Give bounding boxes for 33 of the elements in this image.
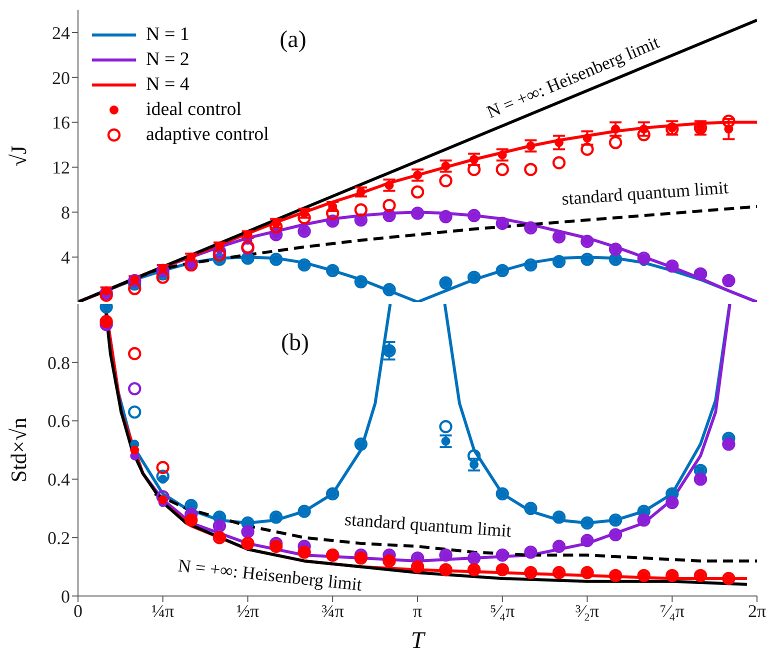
y-tick-label: 4	[61, 247, 70, 268]
y-axis-title: Std×√n	[6, 418, 31, 482]
annotation: standard quantum limit	[561, 177, 729, 209]
x-tick-label: ³⁄₂π	[575, 600, 600, 621]
legend-label: N = 1	[146, 23, 190, 47]
y-tick-label: 16	[52, 112, 70, 133]
y-tick-label: 24	[52, 22, 70, 43]
y-tick-label: 0.4	[48, 470, 70, 490]
y-tick-label: 0.6	[48, 411, 70, 432]
x-axis-title: T	[410, 628, 426, 654]
y-tick-label: 0.8	[48, 352, 70, 373]
y-axis-title: √J	[6, 145, 31, 166]
x-tick-label: ¾π	[321, 600, 344, 621]
y-tick-label: 0	[61, 586, 70, 606]
annotation: (a)	[280, 27, 306, 53]
x-tick-label: ¼π	[152, 600, 174, 621]
annotation: standard quantum limit	[344, 509, 512, 541]
x-tick-label: 0	[74, 600, 82, 621]
legend-label: N = 4	[146, 73, 190, 97]
x-tick-label: ½π	[236, 600, 260, 621]
legend-label: ideal control	[146, 98, 242, 122]
x-tick-label: ⁷⁄₄π	[660, 600, 684, 621]
y-tick-label: 12	[52, 158, 70, 178]
x-tick-label: π	[413, 600, 422, 621]
y-tick-label: 0.2	[48, 528, 70, 548]
x-tick-label: ⁵⁄₄π	[490, 600, 515, 621]
legend-label: adaptive control	[146, 123, 269, 147]
x-tick-label: 2π	[748, 600, 766, 621]
legend-label: N = 2	[146, 48, 190, 72]
y-tick-label: 20	[52, 68, 70, 88]
y-tick-label: 8	[61, 202, 70, 223]
annotation: (b)	[281, 330, 309, 356]
annotation: N = +∞: Heisenberg limit	[177, 555, 363, 595]
